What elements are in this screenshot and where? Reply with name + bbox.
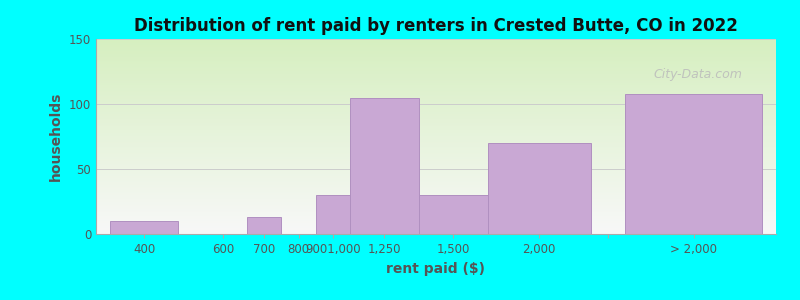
Bar [247,217,282,234]
Y-axis label: households: households [50,92,63,181]
Bar [316,195,350,234]
Bar [625,94,762,234]
Bar [350,98,419,234]
Title: Distribution of rent paid by renters in Crested Butte, CO in 2022: Distribution of rent paid by renters in … [134,17,738,35]
Bar [419,195,487,234]
Bar [110,221,178,234]
Bar [487,143,590,234]
X-axis label: rent paid ($): rent paid ($) [386,262,486,276]
Text: City-Data.com: City-Data.com [654,68,742,81]
